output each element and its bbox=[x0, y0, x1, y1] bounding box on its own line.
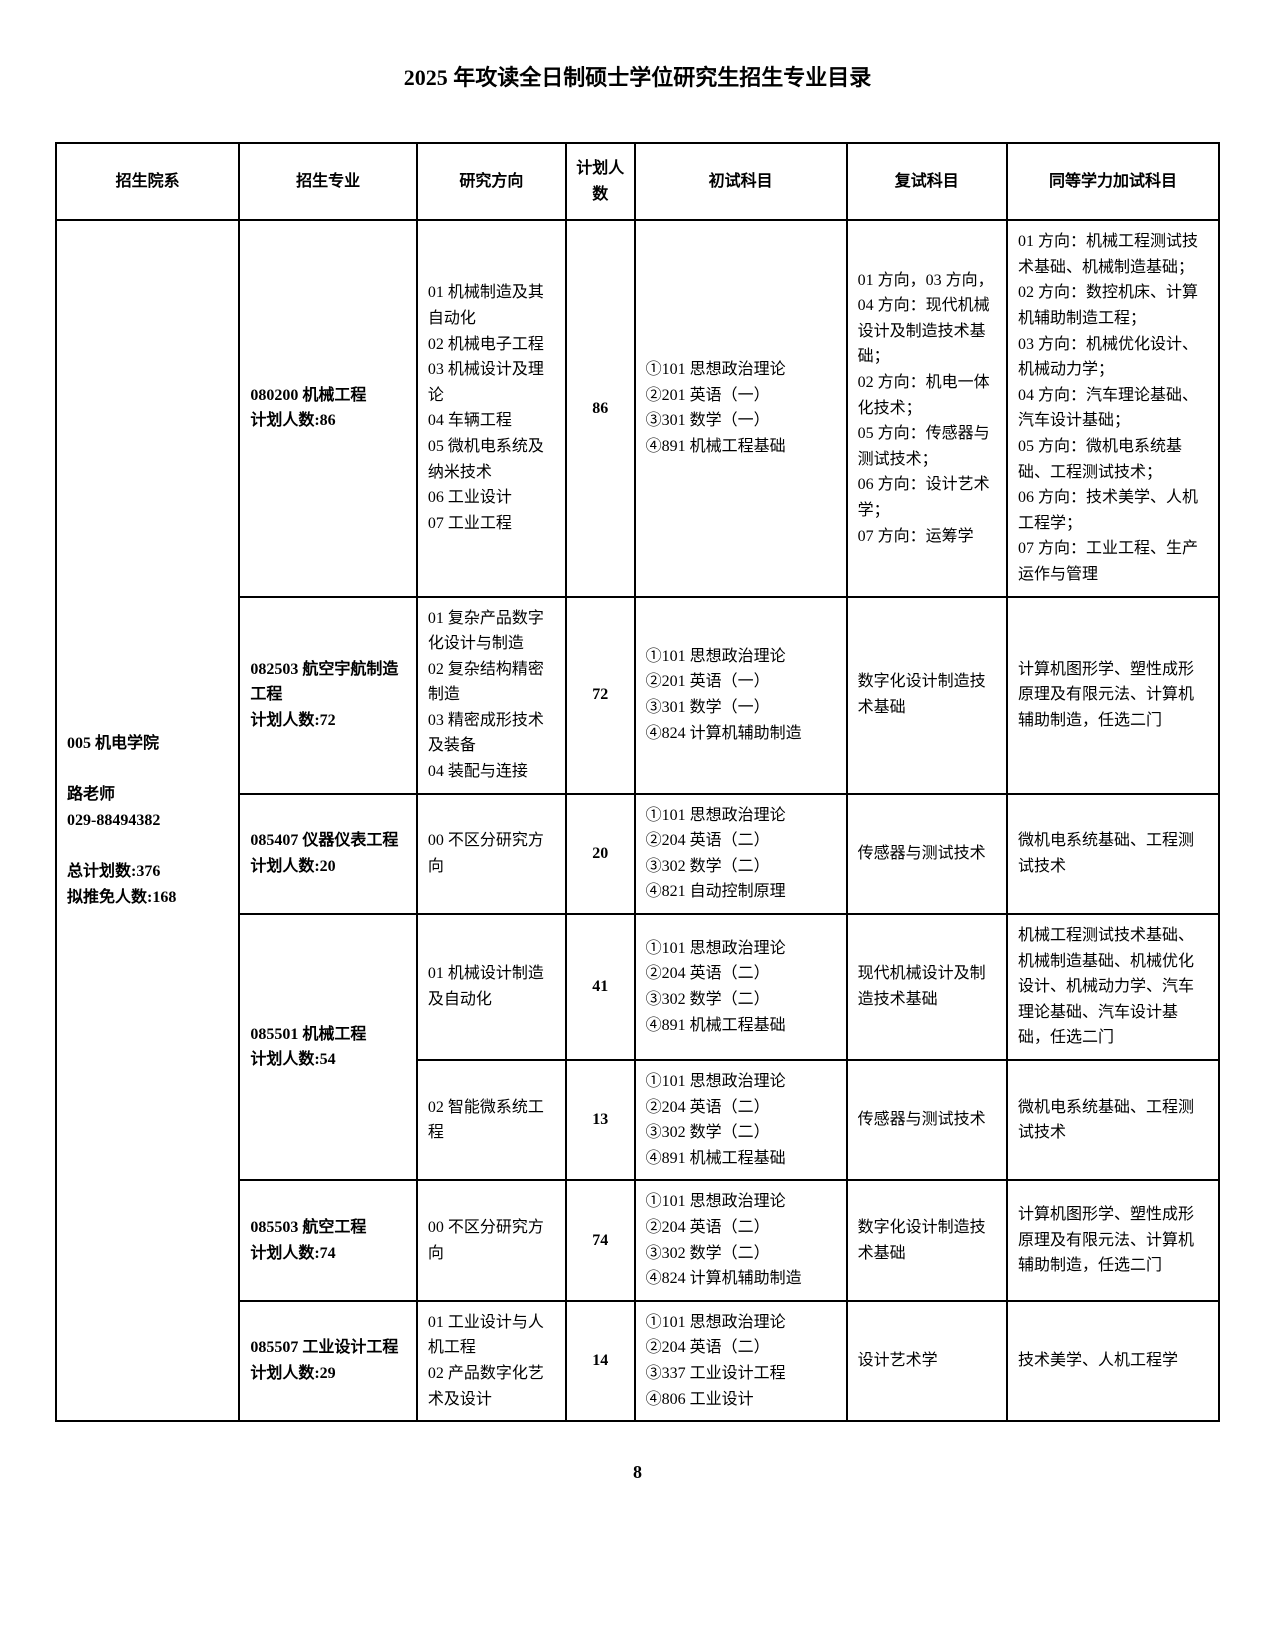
initial-cell: ①101 思想政治理论②204 英语（二）③302 数学（二）④891 机械工程… bbox=[635, 1060, 847, 1180]
initial-cell: ①101 思想政治理论②204 英语（二）③302 数学（二）④891 机械工程… bbox=[635, 914, 847, 1060]
count-cell: 74 bbox=[566, 1180, 635, 1300]
extra-cell: 计算机图形学、塑性成形原理及有限元法、计算机辅助制造，任选二门 bbox=[1007, 1180, 1219, 1300]
direction-cell: 00 不区分研究方向 bbox=[417, 1180, 566, 1300]
extra-cell: 机械工程测试技术基础、机械制造基础、机械优化设计、机械动力学、汽车理论基础、汽车… bbox=[1007, 914, 1219, 1060]
retest-cell: 传感器与测试技术 bbox=[847, 794, 1007, 914]
major-cell: 085507 工业设计工程计划人数:29 bbox=[239, 1301, 417, 1421]
extra-cell: 01 方向：机械工程测试技术基础、机械制造基础；02 方向：数控机床、计算机辅助… bbox=[1007, 220, 1219, 596]
direction-cell: 01 机械制造及其自动化02 机械电子工程03 机械设计及理论04 车辆工程05… bbox=[417, 220, 566, 596]
header-count: 计划人数 bbox=[566, 143, 635, 220]
major-cell: 085407 仪器仪表工程计划人数:20 bbox=[239, 794, 417, 914]
header-retest: 复试科目 bbox=[847, 143, 1007, 220]
retest-cell: 数字化设计制造技术基础 bbox=[847, 597, 1007, 794]
dept-cell: 005 机电学院 路老师 029-88494382 总计划数:376 拟推免人数… bbox=[56, 220, 239, 1421]
direction-cell: 00 不区分研究方向 bbox=[417, 794, 566, 914]
dept-exempt-count: 拟推免人数:168 bbox=[67, 885, 228, 911]
major-cell: 082503 航空宇航制造工程计划人数:72 bbox=[239, 597, 417, 794]
initial-cell: ①101 思想政治理论②204 英语（二）③337 工业设计工程④806 工业设… bbox=[635, 1301, 847, 1421]
initial-cell: ①101 思想政治理论②204 英语（二）③302 数学（二）④821 自动控制… bbox=[635, 794, 847, 914]
header-major: 招生专业 bbox=[239, 143, 417, 220]
count-cell: 86 bbox=[566, 220, 635, 596]
retest-cell: 设计艺术学 bbox=[847, 1301, 1007, 1421]
header-direction: 研究方向 bbox=[417, 143, 566, 220]
page-title: 2025 年攻读全日制硕士学位研究生招生专业目录 bbox=[55, 60, 1220, 92]
admissions-table: 招生院系 招生专业 研究方向 计划人数 初试科目 复试科目 同等学力加试科目 0… bbox=[55, 142, 1220, 1422]
initial-cell: ①101 思想政治理论②201 英语（一）③301 数学（一）④891 机械工程… bbox=[635, 220, 847, 596]
major-cell: 080200 机械工程计划人数:86 bbox=[239, 220, 417, 596]
count-cell: 13 bbox=[566, 1060, 635, 1180]
extra-cell: 技术美学、人机工程学 bbox=[1007, 1301, 1219, 1421]
initial-cell: ①101 思想政治理论②201 英语（一）③301 数学（一）④824 计算机辅… bbox=[635, 597, 847, 794]
dept-contact: 路老师 bbox=[67, 782, 228, 808]
count-cell: 41 bbox=[566, 914, 635, 1060]
table-header-row: 招生院系 招生专业 研究方向 计划人数 初试科目 复试科目 同等学力加试科目 bbox=[56, 143, 1219, 220]
retest-cell: 传感器与测试技术 bbox=[847, 1060, 1007, 1180]
count-cell: 14 bbox=[566, 1301, 635, 1421]
direction-cell: 01 复杂产品数字化设计与制造02 复杂结构精密制造03 精密成形技术及装备04… bbox=[417, 597, 566, 794]
page-number: 8 bbox=[55, 1462, 1220, 1483]
extra-cell: 微机电系统基础、工程测试技术 bbox=[1007, 794, 1219, 914]
dept-name: 005 机电学院 bbox=[67, 731, 228, 757]
initial-cell: ①101 思想政治理论②204 英语（二）③302 数学（二）④824 计算机辅… bbox=[635, 1180, 847, 1300]
header-initial: 初试科目 bbox=[635, 143, 847, 220]
direction-cell: 01 机械设计制造及自动化 bbox=[417, 914, 566, 1060]
header-dept: 招生院系 bbox=[56, 143, 239, 220]
major-cell: 085503 航空工程计划人数:74 bbox=[239, 1180, 417, 1300]
retest-cell: 现代机械设计及制造技术基础 bbox=[847, 914, 1007, 1060]
direction-cell: 01 工业设计与人机工程02 产品数字化艺术及设计 bbox=[417, 1301, 566, 1421]
table-row: 005 机电学院 路老师 029-88494382 总计划数:376 拟推免人数… bbox=[56, 220, 1219, 596]
dept-total-plan: 总计划数:376 bbox=[67, 859, 228, 885]
count-cell: 20 bbox=[566, 794, 635, 914]
header-extra: 同等学力加试科目 bbox=[1007, 143, 1219, 220]
extra-cell: 计算机图形学、塑性成形原理及有限元法、计算机辅助制造，任选二门 bbox=[1007, 597, 1219, 794]
major-cell: 085501 机械工程计划人数:54 bbox=[239, 914, 417, 1180]
dept-phone: 029-88494382 bbox=[67, 808, 228, 834]
retest-cell: 01 方向，03 方向，04 方向：现代机械设计及制造技术基础；02 方向：机电… bbox=[847, 220, 1007, 596]
extra-cell: 微机电系统基础、工程测试技术 bbox=[1007, 1060, 1219, 1180]
count-cell: 72 bbox=[566, 597, 635, 794]
direction-cell: 02 智能微系统工程 bbox=[417, 1060, 566, 1180]
retest-cell: 数字化设计制造技术基础 bbox=[847, 1180, 1007, 1300]
